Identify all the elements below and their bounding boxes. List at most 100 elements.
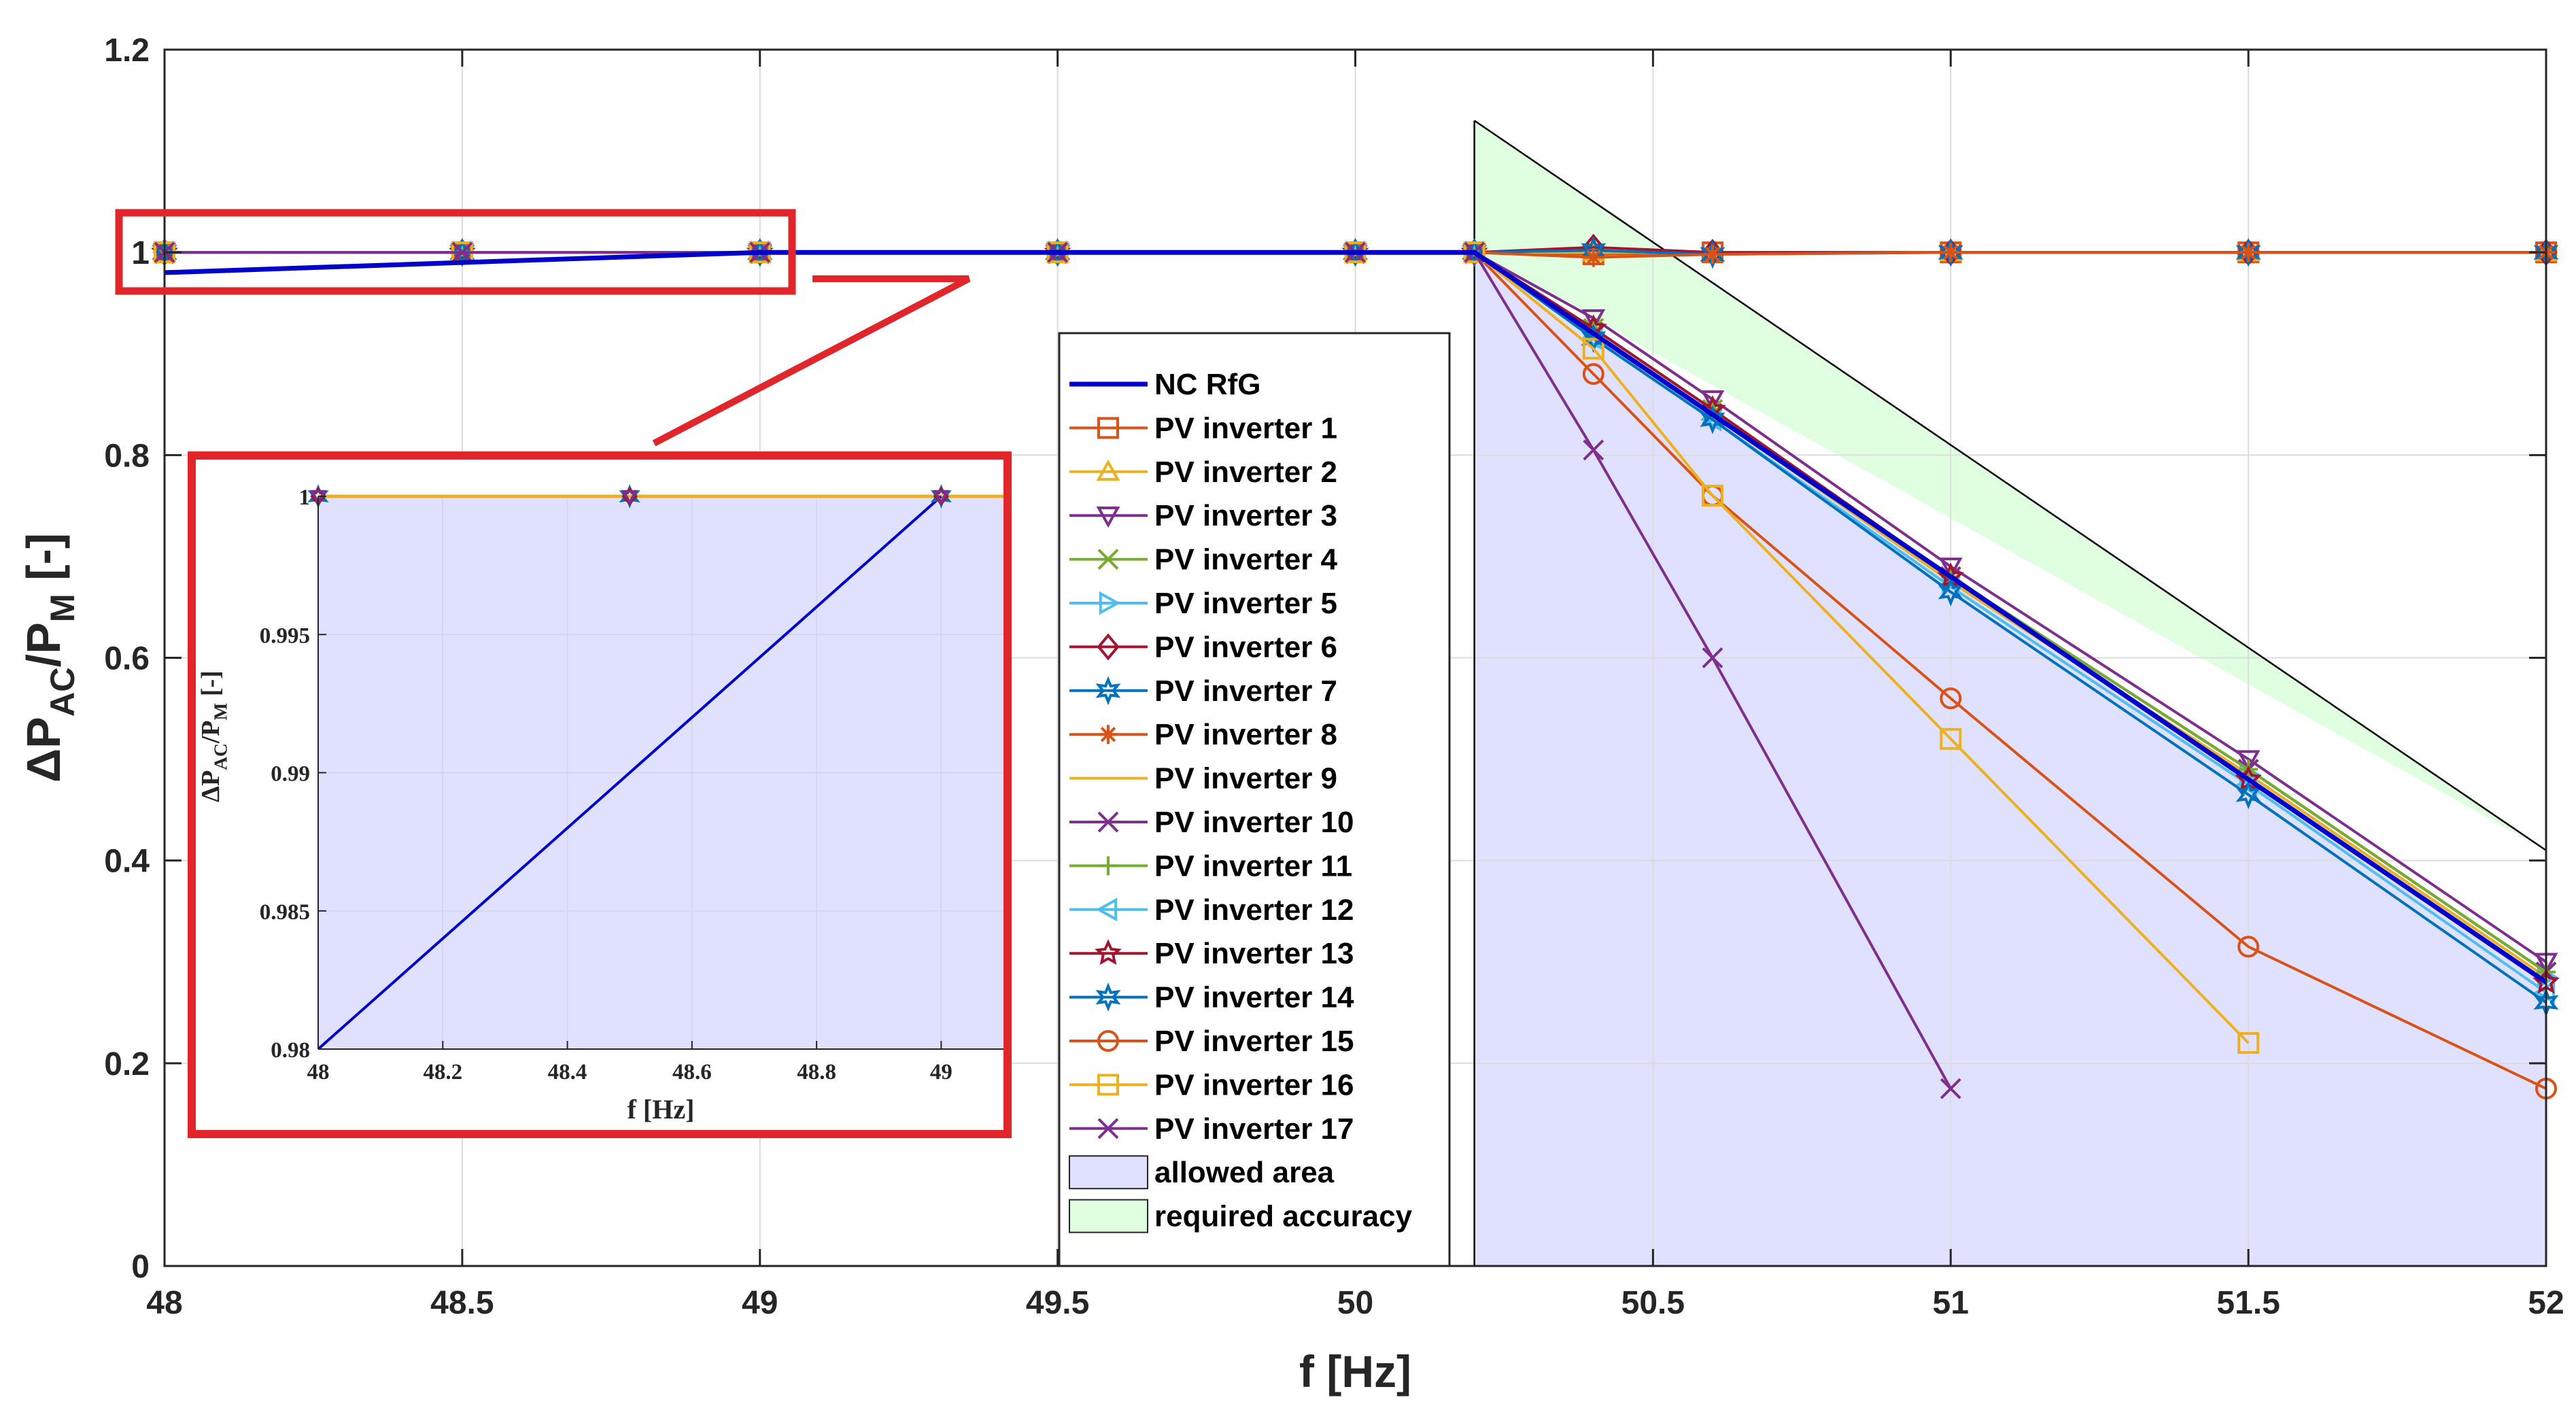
series-nc-rfg — [164, 250, 2547, 985]
x-tick-label: 52 — [2528, 1285, 2564, 1321]
inset-plot: 48 48.2 48.4 48.6 48.8 49 0.98 0.985 0.99 0.995 1 f… — [188, 451, 1012, 1138]
inset-data-point — [621, 490, 638, 506]
legend-box — [1058, 332, 1451, 1267]
legend-marker-sample — [1097, 1074, 1119, 1096]
data-point — [1701, 484, 1723, 507]
legend-entry: PV inverter 1 — [1069, 411, 1337, 445]
y-tick-label: 0 — [131, 1249, 150, 1285]
inset-x-tick-label: 48.8 — [797, 1060, 836, 1084]
legend-label: PV inverter 5 — [1154, 587, 1337, 620]
data-point — [451, 241, 473, 263]
inset-x-tick-label: 48.6 — [672, 1060, 712, 1084]
y-tick-label: 1.2 — [104, 33, 150, 69]
accuracy-upper-bound-line — [1473, 120, 2547, 851]
legend-entry: PV inverter 4 — [1069, 543, 1338, 577]
legend-label: NC RfG — [1154, 368, 1260, 401]
data-point — [1938, 237, 1963, 267]
y-axis-label: ΔPAC/PM [-] — [17, 533, 82, 783]
data-point — [2235, 237, 2261, 267]
x-tick-label: 49.5 — [1026, 1285, 1089, 1321]
data-point — [1938, 558, 1963, 579]
legend-entry: PV inverter 11 — [1069, 849, 1352, 883]
inset-x-tick-label: 48.4 — [548, 1060, 587, 1084]
x-tick-label: 48 — [146, 1285, 182, 1321]
data-point — [1582, 363, 1604, 386]
legend-label: PV inverter 2 — [1154, 456, 1337, 489]
data-point — [1583, 439, 1604, 461]
inset-y-tick-label: 0.98 — [271, 1038, 310, 1063]
legend-marker-sample — [1095, 939, 1122, 965]
x-tick-label: 51.5 — [2216, 1285, 2280, 1321]
legend-marker-sample — [1097, 633, 1120, 661]
y-tick-label: 0.4 — [104, 844, 150, 880]
legend-marker-sample — [1095, 897, 1118, 922]
allowed-area-region — [1474, 252, 2546, 1267]
data-point — [1700, 405, 1725, 434]
x-tick-label: 50.5 — [1621, 1285, 1685, 1321]
x-tick-label: 51 — [1933, 1285, 1969, 1321]
legend-label: PV inverter 15 — [1154, 1025, 1354, 1058]
data-point — [1702, 245, 1722, 264]
legend-label: PV inverter 14 — [1154, 981, 1354, 1014]
inset-x-tick-label: 49 — [930, 1060, 952, 1084]
legend-entry: PV inverter 8 — [1069, 718, 1337, 751]
legend-label: PV inverter 7 — [1154, 674, 1337, 708]
legend-entry: required accuracy — [1069, 1199, 1413, 1233]
legend-marker-sample — [1099, 591, 1121, 615]
legend-entry: PV inverter 6 — [1069, 630, 1337, 664]
data-point — [1583, 247, 1603, 267]
legend-marker-sample — [1099, 725, 1118, 744]
y-tick-label: 0.8 — [104, 438, 150, 474]
x-tick-label: 50 — [1337, 1285, 1373, 1321]
series-line — [164, 250, 2547, 985]
legend-entry: PV inverter 3 — [1069, 499, 1337, 532]
legend-label: PV inverter 17 — [1154, 1112, 1354, 1146]
inset-data-point — [932, 490, 950, 506]
legend-marker-sample — [1099, 856, 1118, 876]
inset-x-tick-label: 48 — [307, 1060, 330, 1084]
legend-entry: NC RfG — [1069, 368, 1260, 401]
legend-patch-sample — [1069, 1155, 1148, 1190]
inset-y-tick-label: 0.99 — [271, 762, 310, 787]
inset-x-axis-label: f [Hz] — [628, 1094, 695, 1125]
legend-marker-sample — [1095, 676, 1121, 706]
data-point — [2235, 780, 2261, 810]
legend-entry: allowed area — [1069, 1155, 1335, 1190]
y-tick-label: 1 — [131, 235, 150, 271]
legend-marker-sample — [1097, 811, 1119, 833]
data-point — [1940, 1078, 1961, 1099]
inset-x-tick-label: 48.2 — [423, 1060, 462, 1084]
x-axis-label: f [Hz] — [1299, 1346, 1411, 1397]
y-tick-label: 0.2 — [104, 1046, 150, 1082]
x-tick-label: 48.5 — [430, 1285, 494, 1321]
legend-entry: PV inverter 10 — [1069, 806, 1354, 839]
data-point — [1581, 309, 1606, 331]
legend: NC RfG PV inverter 1 PV inverter 2 PV inver… — [1058, 332, 1451, 1267]
data-point — [2236, 750, 2261, 772]
data-point — [1700, 390, 1725, 412]
legend-entry: PV inverter 13 — [1069, 937, 1354, 970]
legend-label: PV inverter 1 — [1154, 411, 1337, 445]
legend-entry: PV inverter 15 — [1069, 1025, 1354, 1058]
data-point — [1940, 727, 1962, 750]
data-point — [1940, 687, 1962, 710]
data-point — [1702, 647, 1723, 668]
legend-entry: PV inverter 14 — [1069, 981, 1354, 1014]
inset-series-nc-rfg — [317, 495, 942, 1050]
legend-entry: PV inverter 7 — [1069, 674, 1337, 708]
data-point — [1941, 243, 1961, 262]
legend-label: PV inverter 11 — [1154, 849, 1352, 883]
x-tick-label: 49 — [742, 1285, 778, 1321]
legend-entry: PV inverter 2 — [1069, 456, 1337, 489]
zoom-connector-line — [652, 275, 971, 447]
legend-label: PV inverter 16 — [1154, 1068, 1354, 1101]
data-point — [1582, 337, 1604, 360]
legend-label: PV inverter 9 — [1154, 762, 1337, 795]
legend-label: PV inverter 13 — [1154, 937, 1354, 970]
legend-label: PV inverter 4 — [1154, 543, 1338, 577]
data-point — [1700, 239, 1725, 269]
legend-entry: PV inverter 9 — [1069, 762, 1337, 795]
data-point — [2239, 243, 2259, 262]
inset-y-axis-label: ΔPAC/PM [-] — [196, 670, 230, 802]
